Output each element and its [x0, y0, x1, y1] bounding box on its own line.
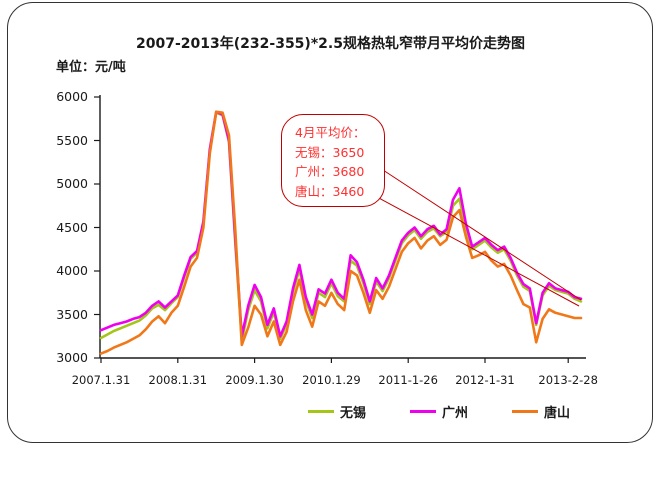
legend-swatch-icon	[512, 410, 539, 413]
y-axis-tick-label: 6000	[56, 89, 88, 104]
chart-border-frame	[7, 2, 653, 443]
x-axis-tick-label: 2012-1-31	[455, 373, 515, 387]
y-axis-tick-label: 4500	[56, 219, 88, 235]
x-axis-tick-label: 2013-2-28	[538, 373, 598, 387]
annotation-text-line: 广州：3680	[295, 164, 365, 179]
y-axis-tick-label: 3500	[56, 306, 88, 322]
legend-item-唐山: 唐山	[512, 402, 570, 421]
legend-label: 广州	[442, 406, 469, 421]
annotation-text-line: 4月平均价：	[295, 125, 366, 140]
x-axis-tick-label: 2007.1.31	[71, 373, 131, 387]
x-axis-tick-label: 2009.1.30	[225, 373, 284, 387]
y-axis-tick-label: 5500	[56, 132, 88, 148]
y-axis-tick-label: 5000	[56, 176, 88, 191]
price-line-唐山	[99, 110, 583, 355]
x-axis-tick-label: 2008.1.31	[148, 373, 208, 387]
legend-label: 唐山	[544, 406, 571, 421]
price-line-广州	[99, 110, 583, 338]
x-axis-tick-label: 2011-1-26	[378, 373, 438, 387]
y-axis-tick-label: 3000	[56, 350, 88, 365]
callout-pointer-line	[382, 169, 582, 301]
legend-label: 无锡	[340, 406, 367, 421]
chart-legend: 无锡 广州 唐山	[308, 402, 570, 421]
legend-swatch-icon	[308, 410, 334, 413]
y-axis-tick-label: 4000	[56, 263, 88, 278]
legend-item-无锡: 无锡	[308, 402, 366, 421]
annotation-text-line: 唐山：3460	[295, 183, 365, 199]
x-axis-tick-label: 2010.1.29	[302, 373, 361, 387]
legend-item-广州: 广州	[410, 402, 468, 421]
legend-swatch-icon	[410, 410, 437, 413]
chart-title: 2007-2013年(232-355)*2.5规格热轧窄带月平均价走势图	[136, 36, 525, 52]
annotation-text-line: 无锡：3650	[295, 144, 365, 160]
y-axis-unit-label: 单位：元/吨	[56, 60, 126, 75]
callout-pointer-line	[376, 196, 580, 307]
annotation-callout: 4月平均价： 无锡：3650 广州：3680 唐山：3460	[281, 114, 385, 207]
